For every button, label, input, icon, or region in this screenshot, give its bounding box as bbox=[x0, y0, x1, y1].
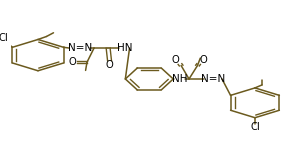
Text: O: O bbox=[200, 55, 207, 65]
Text: NH: NH bbox=[172, 74, 188, 84]
Text: O: O bbox=[171, 55, 179, 65]
Text: N=N: N=N bbox=[201, 74, 225, 84]
Text: N=N: N=N bbox=[68, 43, 92, 53]
Text: O: O bbox=[68, 57, 76, 67]
Text: O: O bbox=[106, 60, 113, 70]
Text: HN: HN bbox=[117, 43, 133, 53]
Text: Cl: Cl bbox=[250, 122, 260, 132]
Text: Cl: Cl bbox=[0, 33, 8, 43]
